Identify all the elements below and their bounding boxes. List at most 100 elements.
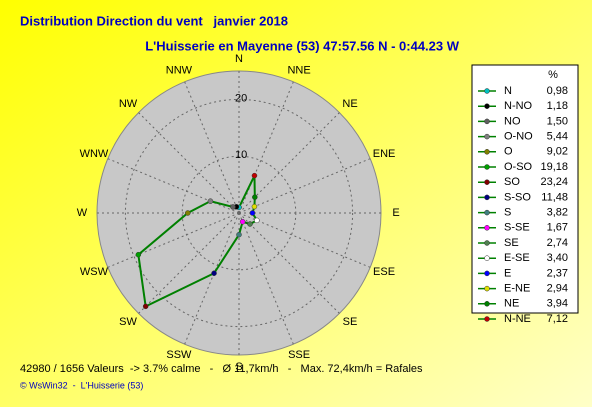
footer: 42980 / 1656 Valeurs -> 3.7% calme - Ø 1… xyxy=(20,363,423,375)
r-tick-label: 20 xyxy=(235,92,247,104)
spoke xyxy=(184,81,240,214)
spoke xyxy=(238,112,340,214)
legend-label: N-NO xyxy=(504,100,533,112)
legend-marker xyxy=(484,270,490,277)
spoke xyxy=(238,158,371,214)
axis-label: WSW xyxy=(80,266,109,278)
legend-value: 1,67 xyxy=(547,222,568,234)
credit: © WsWin32 - L'Huisserie (53) xyxy=(20,380,143,390)
point xyxy=(247,221,253,227)
point xyxy=(251,172,258,179)
legend-value: 0,98 xyxy=(547,85,568,97)
legend-label: NO xyxy=(504,115,521,127)
axis-label: NNW xyxy=(166,65,193,77)
point xyxy=(185,210,191,216)
legend-marker xyxy=(484,255,490,261)
point xyxy=(236,231,242,238)
legend-marker xyxy=(484,240,490,246)
point xyxy=(249,210,256,216)
point xyxy=(254,217,260,224)
point xyxy=(230,204,236,210)
legend-label: E-SE xyxy=(504,252,530,264)
axis-label: ENE xyxy=(373,148,396,160)
legend-value: 23,24 xyxy=(540,176,568,188)
legend-label: N-NE xyxy=(504,313,531,325)
legend-value: 1,18 xyxy=(547,100,568,112)
legend-marker xyxy=(484,103,490,109)
axis-label: SSW xyxy=(166,349,192,361)
legend-value: 19,18 xyxy=(540,161,568,173)
spoke xyxy=(107,158,240,214)
legend-marker xyxy=(484,179,490,185)
legend-label: E xyxy=(504,267,511,279)
grid-ring xyxy=(181,155,297,271)
chart-subtitle: L'Huisserie en Mayenne (53) 47:57.56 N -… xyxy=(145,38,460,53)
r-tick-label: 10 xyxy=(235,149,247,161)
legend-value: 2,94 xyxy=(547,283,568,295)
legend-label: O xyxy=(504,146,513,158)
legend-label: NE xyxy=(504,298,519,310)
legend-value: 1,50 xyxy=(547,115,568,127)
legend-value: 9,02 xyxy=(547,146,568,158)
spoke xyxy=(238,212,294,345)
axis-label: SE xyxy=(343,316,358,328)
spoke xyxy=(238,81,294,214)
legend-value: 3,40 xyxy=(547,252,568,264)
axis-label: N xyxy=(235,53,243,65)
legend-marker xyxy=(484,133,490,140)
legend-value: 11,48 xyxy=(541,191,568,203)
legend-label: SO xyxy=(504,176,520,188)
axis-label: ESE xyxy=(373,266,395,278)
chart-title: Distribution Direction du vent janvier 2… xyxy=(20,13,288,28)
legend-value: 5,44 xyxy=(547,131,568,143)
legend-value: 2,37 xyxy=(547,267,568,279)
legend-value: 7,12 xyxy=(547,313,568,325)
axis-label: WNW xyxy=(80,148,109,160)
axis-label: NW xyxy=(119,98,138,110)
grid-ring xyxy=(124,98,354,328)
legend-label: N xyxy=(504,85,512,97)
axis-label: SW xyxy=(119,316,137,328)
legend-marker xyxy=(484,88,490,94)
point xyxy=(211,270,217,276)
legend-marker xyxy=(484,118,490,125)
axis-label: S xyxy=(235,361,242,373)
axis-label: SSE xyxy=(288,349,310,361)
legend-marker xyxy=(484,225,490,231)
spoke xyxy=(138,112,240,214)
spoke xyxy=(238,212,340,314)
legend-marker xyxy=(484,209,490,216)
axis-label: NNE xyxy=(287,65,310,77)
legend-marker xyxy=(484,301,490,307)
legend-header: % xyxy=(548,69,558,81)
legend-label: S-SO xyxy=(504,191,531,203)
legend-value: 2,74 xyxy=(547,237,568,249)
spoke xyxy=(138,212,240,314)
legend-label: O-NO xyxy=(504,131,533,143)
point xyxy=(207,198,214,204)
axis-label: E xyxy=(392,207,399,219)
point xyxy=(252,194,258,200)
legend-marker xyxy=(484,164,490,170)
legend-label: SE xyxy=(504,237,519,249)
point xyxy=(251,203,258,210)
axis-label: W xyxy=(77,207,88,219)
legend-marker xyxy=(484,149,490,155)
axis-label: NE xyxy=(342,98,357,110)
legend-label: S xyxy=(504,207,511,219)
legend-value: 3,94 xyxy=(547,298,568,310)
point xyxy=(135,251,142,258)
legend-label: O-SO xyxy=(504,161,533,173)
legend-value: 3,82 xyxy=(547,207,568,219)
spoke xyxy=(184,212,240,345)
legend-marker xyxy=(484,285,490,292)
legend-marker xyxy=(484,194,490,201)
legend-label: S-SE xyxy=(504,222,530,234)
spoke xyxy=(107,212,240,268)
point xyxy=(142,303,149,310)
legend-marker xyxy=(484,316,490,322)
spoke xyxy=(238,212,371,268)
point xyxy=(239,219,246,225)
legend-label: E-NE xyxy=(504,283,530,295)
